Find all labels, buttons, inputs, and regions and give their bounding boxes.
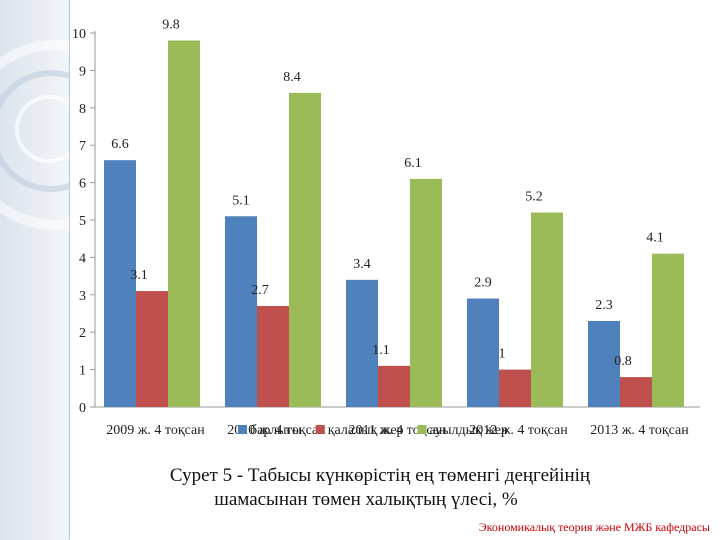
data-label: 4.1	[646, 231, 664, 246]
x-tick-label: 2013 ж. 4 тоқсан	[590, 423, 689, 438]
data-label: 0.8	[614, 354, 632, 369]
legend-swatch	[315, 425, 325, 434]
data-label: 6.1	[404, 156, 422, 171]
data-label: 2.7	[251, 283, 269, 298]
bar-1-0	[136, 291, 168, 407]
data-label: 3.1	[130, 268, 148, 283]
bar-2-2	[410, 178, 442, 407]
data-label: 1	[499, 347, 506, 362]
data-label: 5.2	[525, 190, 543, 205]
data-label: 5.1	[232, 193, 250, 208]
y-tick-label: 9	[79, 64, 86, 79]
bar-2-0	[168, 40, 200, 407]
x-tick-label: 2010 ж. 4 тоқсан	[227, 423, 326, 438]
bar-0-1	[225, 216, 257, 407]
y-tick-label: 2	[79, 326, 86, 341]
bar-1-3	[499, 369, 531, 407]
y-tick-label: 4	[79, 251, 86, 266]
band-edge-line	[69, 0, 70, 540]
legend-label: қалалық жер	[328, 423, 404, 438]
legend-label: ауылдық жер	[430, 423, 508, 438]
y-tick-label: 7	[79, 139, 86, 154]
bar-1-4	[620, 377, 652, 407]
decorative-ring	[15, 95, 70, 163]
x-tick-label: 2012 ж. 4 тоқсан	[469, 423, 568, 438]
y-tick-label: 1	[79, 364, 86, 379]
bar-1-1	[257, 306, 289, 407]
decorative-ring	[0, 70, 70, 192]
y-tick-label: 8	[79, 102, 86, 117]
bar-2-3	[531, 212, 563, 407]
data-label: 6.6	[111, 137, 129, 152]
y-tick-label: 6	[79, 177, 86, 192]
department-footer: Экономикалық теория және МЖБ кафедрасы	[478, 520, 710, 534]
bar-0-3	[467, 298, 499, 407]
legend-swatch	[238, 425, 247, 434]
bar-0-0	[104, 160, 136, 407]
legend-swatch	[417, 425, 427, 434]
data-label: 9.8	[162, 17, 180, 32]
y-tick-label: 0	[79, 401, 86, 416]
bar-chart: 0 1 2 3 4 5 6 7 8 9 10 6.6 5.1 3.4 2.9 2.3 3.1 2.7 1.1 1 0.8…	[72, 17, 700, 438]
figure-caption-line-1: Сурет 5 - Табысы күнкөрістің ең төменгі …	[169, 465, 591, 486]
bar-2-1	[289, 92, 321, 407]
y-tick-label: 10	[72, 27, 86, 42]
y-tick-label: 5	[79, 214, 86, 229]
data-label: 8.4	[283, 70, 301, 85]
data-label: 1.1	[372, 343, 390, 358]
bar-2-4	[652, 253, 684, 407]
bar-0-4	[588, 320, 620, 407]
x-tick-label: 2009 ж. 4 тоқсан	[106, 423, 205, 438]
y-tick-label: 3	[79, 289, 86, 304]
figure-caption-line-2: шамасынан төмен халықтың үлесі, %	[214, 489, 518, 510]
data-label: 2.3	[595, 298, 613, 313]
bar-0-2	[346, 279, 378, 407]
data-label: 2.9	[474, 276, 492, 291]
decorative-ring	[0, 40, 70, 230]
data-label: 3.4	[353, 257, 371, 272]
legend-label: барлығы	[250, 423, 302, 438]
bar-1-2	[378, 365, 410, 407]
decorative-side-band	[0, 0, 70, 540]
